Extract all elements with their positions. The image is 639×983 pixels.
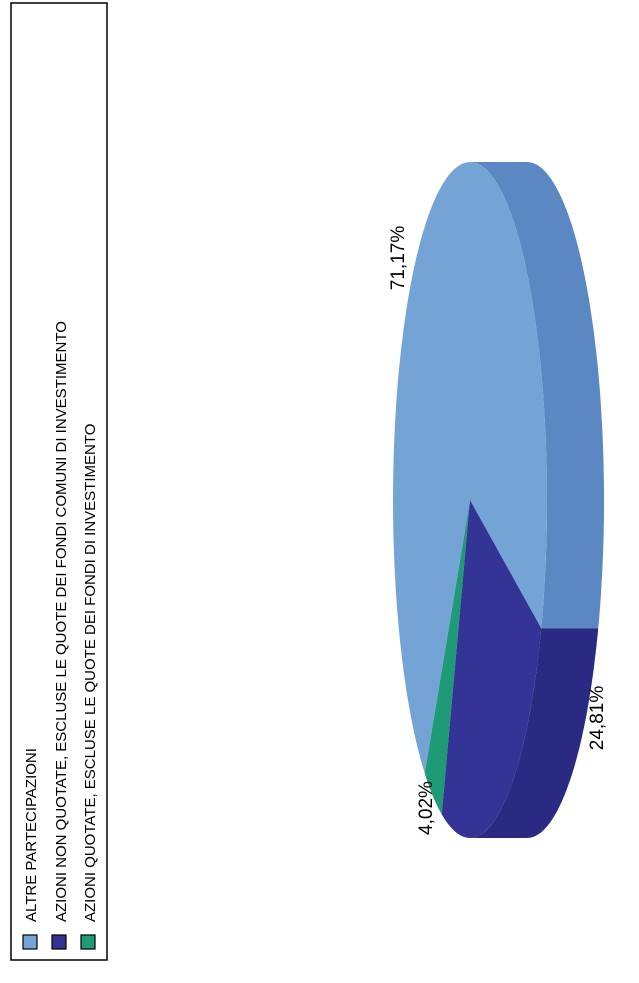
legend-entry-altre: ALTRE PARTECIPAZIONI [22, 748, 40, 950]
legend-label-azioni-quotate: AZIONI QUOTATE, ESCLUSE LE QUOTE DEI FON… [82, 424, 99, 922]
slice-label-azioni-quotate: 4,02% [416, 781, 437, 835]
slice-label-altre: 71,17% [388, 226, 409, 291]
pie-slice-altre [393, 162, 547, 774]
legend-swatch-azioni-non-quotate [51, 934, 67, 950]
slice-label-azioni-non-quotate: 24,81% [587, 686, 608, 751]
legend-entry-azioni-non-quotate: AZIONI NON QUOTATE, ESCLUSE LE QUOTE DEI… [51, 321, 70, 950]
legend-swatch-azioni-quotate [80, 934, 96, 950]
legend-swatch-altre [22, 934, 38, 950]
pie-slice-azioni-quotate [424, 500, 470, 815]
pie-side-azioni-non-quotate [470, 628, 599, 838]
legend-entry-azioni-quotate: AZIONI QUOTATE, ESCLUSE LE QUOTE DEI FON… [80, 424, 99, 950]
pie-slice-azioni-non-quotate [441, 500, 542, 838]
legend-label-azioni-non-quotate: AZIONI NON QUOTATE, ESCLUSE LE QUOTE DEI… [53, 321, 70, 922]
pie-group [393, 162, 604, 838]
legend-label-altre: ALTRE PARTECIPAZIONI [23, 748, 40, 922]
pie-side-altre [470, 162, 604, 629]
legend-box [10, 2, 108, 961]
